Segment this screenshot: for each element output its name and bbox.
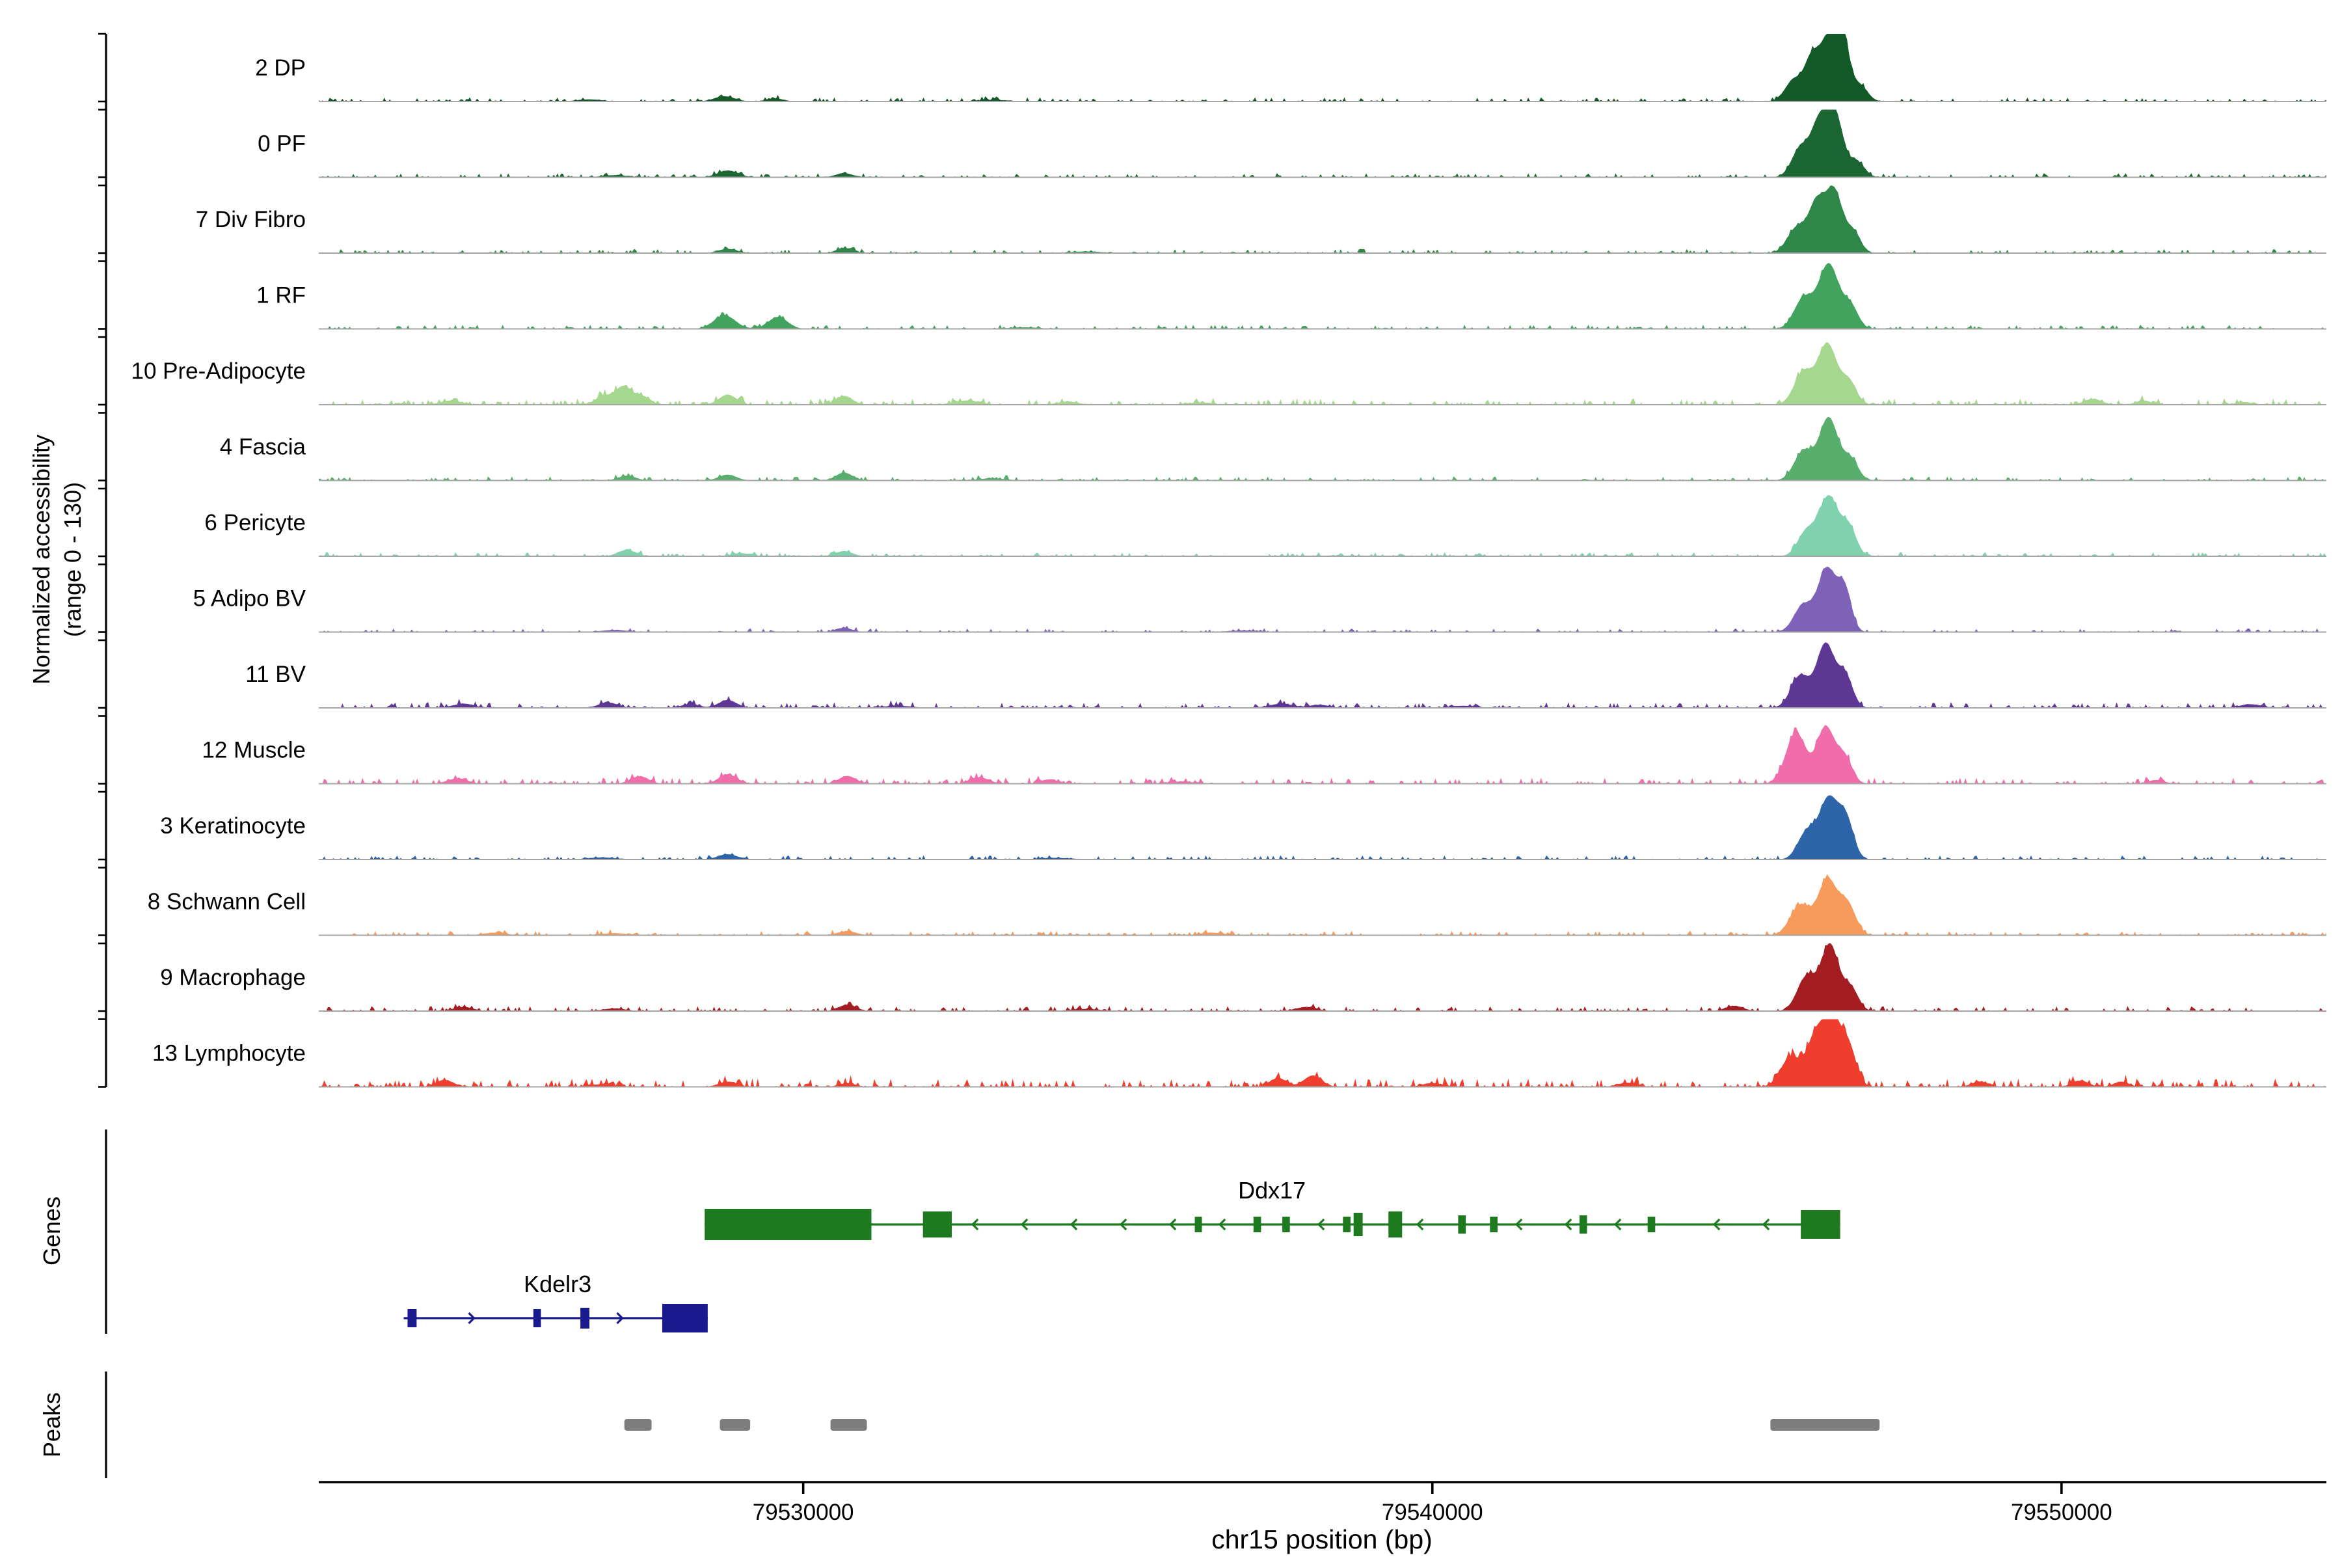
strand-arrow-icon xyxy=(1613,1218,1622,1231)
peak-interval xyxy=(624,1419,652,1431)
track-area xyxy=(319,416,2326,481)
strand-arrow-icon xyxy=(1514,1218,1523,1231)
track-label: 1 RF xyxy=(256,283,306,308)
strand-arrow-icon xyxy=(1070,1218,1078,1231)
gene-name-label: Ddx17 xyxy=(1238,1177,1306,1204)
track-10-pre-adipocyte: 10 Pre-Adipocyte xyxy=(131,342,2326,405)
track-8-schwann-cell: 8 Schwann Cell xyxy=(148,874,2326,936)
genes-panel: Ddx17 Kdelr3 xyxy=(403,1177,1840,1332)
strand-arrow-icon xyxy=(1020,1218,1029,1231)
track-area xyxy=(319,1019,2326,1087)
track-area xyxy=(319,566,2326,632)
accessibility-tracks-panel: 2 DP 0 PF 7 Div Fibro 1 RF 10 Pre-Adipocyte 4… xyxy=(131,34,2326,1088)
track-area xyxy=(319,185,2326,253)
gene-exon xyxy=(662,1304,708,1332)
track-label: 13 Lymphocyte xyxy=(152,1041,306,1066)
track-label: 2 DP xyxy=(255,55,306,81)
track-area xyxy=(319,795,2326,859)
track-area xyxy=(319,725,2326,784)
strand-arrow-icon xyxy=(468,1312,476,1325)
strand-arrow-icon xyxy=(1564,1218,1572,1231)
x-tick-label: 79550000 xyxy=(2011,1500,2112,1525)
track-label: 6 Pericyte xyxy=(204,510,306,535)
gene-exon xyxy=(922,1211,952,1237)
strand-arrow-icon xyxy=(616,1312,624,1325)
y-axis-label-line2: (range 0 - 130) xyxy=(59,482,86,637)
track-area xyxy=(319,874,2326,936)
track-7-div-fibro: 7 Div Fibro xyxy=(196,185,2326,254)
peaks-panel-label: Peaks xyxy=(38,1392,65,1457)
strand-arrow-icon xyxy=(1712,1218,1721,1231)
gene-kdelr3: Kdelr3 xyxy=(403,1271,708,1332)
gene-name-label: Kdelr3 xyxy=(524,1271,591,1297)
track-area xyxy=(319,34,2326,101)
track-label: 10 Pre-Adipocyte xyxy=(131,358,306,384)
track-3-keratinocyte: 3 Keratinocyte xyxy=(160,795,2326,860)
x-tick-label: 79540000 xyxy=(1382,1500,1483,1525)
gene-exon xyxy=(1490,1217,1498,1232)
track-label: 4 Fascia xyxy=(220,435,306,460)
track-area xyxy=(319,263,2326,329)
gene-exon xyxy=(1801,1210,1840,1239)
x-axis: 79530000 79540000 79550000 xyxy=(319,1481,2326,1525)
gene-exon xyxy=(580,1308,590,1329)
track-label: 12 Muscle xyxy=(202,738,306,763)
track-area xyxy=(319,109,2326,178)
track-label: 0 PF xyxy=(258,131,306,157)
gene-exon xyxy=(1579,1215,1587,1234)
track-label: 7 Div Fibro xyxy=(196,207,306,232)
track-9-macrophage: 9 Macrophage xyxy=(160,943,2326,1012)
track-label: 8 Schwann Cell xyxy=(148,889,306,915)
gene-exon xyxy=(1388,1211,1403,1237)
strand-arrow-icon xyxy=(1317,1218,1325,1231)
gene-exon xyxy=(1343,1217,1351,1232)
track-area xyxy=(319,943,2326,1011)
peak-interval xyxy=(830,1419,867,1431)
gene-exon xyxy=(1458,1215,1466,1234)
gene-exon xyxy=(407,1309,417,1327)
x-tick-label: 79530000 xyxy=(753,1500,854,1525)
track-4-fascia: 4 Fascia xyxy=(220,416,2326,481)
strand-arrow-icon xyxy=(1218,1218,1226,1231)
gene-exon xyxy=(1647,1217,1656,1232)
track-area xyxy=(319,342,2326,405)
gene-exon xyxy=(533,1309,541,1327)
x-axis-title: chr15 position (bp) xyxy=(1211,1524,1433,1554)
track-0-pf: 0 PF xyxy=(258,109,2326,178)
track-1-rf: 1 RF xyxy=(256,263,2326,330)
gene-exon xyxy=(1253,1217,1261,1232)
track-label: 11 BV xyxy=(245,662,306,687)
y-axis-label-line1: Normalized accessibility xyxy=(28,435,55,684)
track-label: 5 Adipo BV xyxy=(193,586,306,612)
strand-arrow-icon xyxy=(971,1218,979,1231)
tracks-y-axis-ticks xyxy=(98,33,106,1088)
track-2-dp: 2 DP xyxy=(255,34,2326,102)
track-13-lymphocyte: 13 Lymphocyte xyxy=(152,1019,2326,1088)
strand-arrow-icon xyxy=(1168,1218,1177,1231)
gene-exon xyxy=(705,1209,872,1240)
gene-exon xyxy=(1353,1213,1363,1236)
gene-exon xyxy=(1282,1217,1290,1232)
track-label: 9 Macrophage xyxy=(160,965,306,990)
track-12-muscle: 12 Muscle xyxy=(202,725,2326,785)
gene-ddx17: Ddx17 xyxy=(705,1177,1840,1240)
gene-exon xyxy=(1194,1217,1202,1232)
genes-panel-label: Genes xyxy=(38,1196,65,1265)
track-5-adipo-bv: 5 Adipo BV xyxy=(193,566,2326,633)
peaks-panel xyxy=(624,1419,1880,1431)
strand-arrow-icon xyxy=(1762,1218,1770,1231)
strand-arrow-icon xyxy=(1416,1218,1424,1231)
track-6-pericyte: 6 Pericyte xyxy=(204,494,2326,557)
peak-interval xyxy=(720,1419,751,1431)
track-label: 3 Keratinocyte xyxy=(160,813,306,839)
track-area xyxy=(319,642,2326,708)
track-11-bv: 11 BV xyxy=(245,642,2326,709)
peak-interval xyxy=(1770,1419,1880,1431)
strand-arrow-icon xyxy=(1119,1218,1127,1231)
track-area xyxy=(319,494,2326,556)
